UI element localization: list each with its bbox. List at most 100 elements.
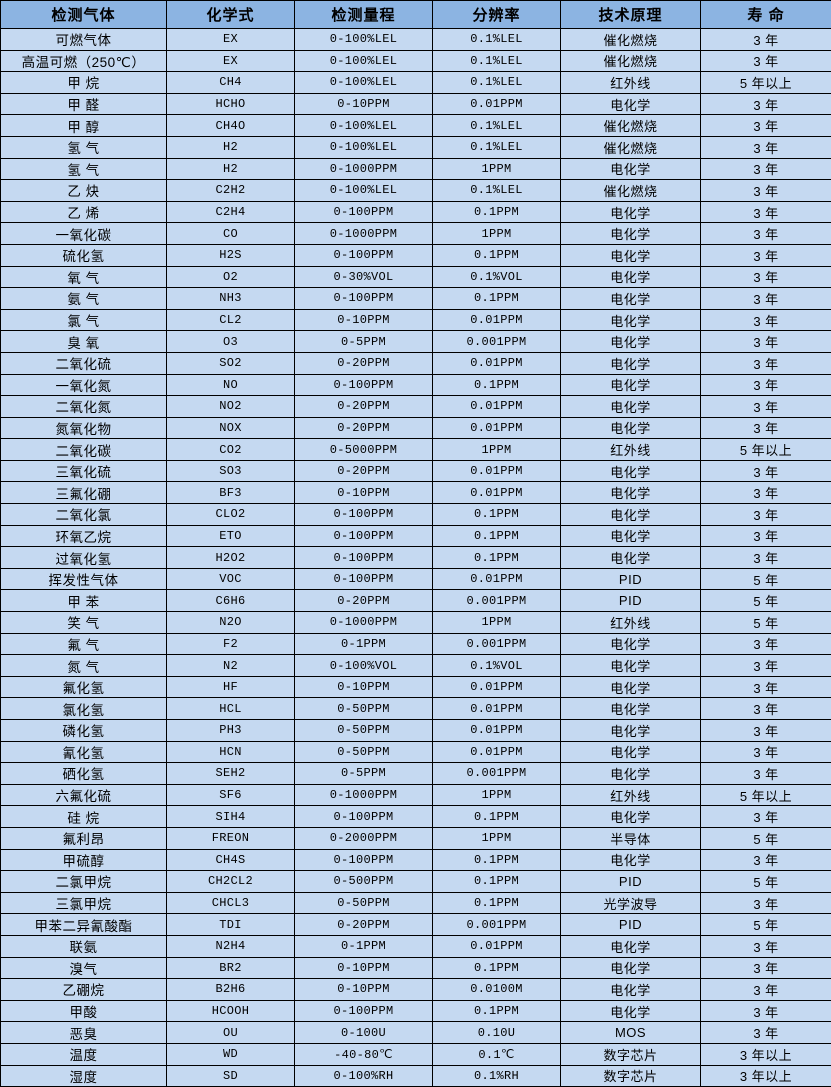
cell-range: 0-20PPM	[295, 460, 433, 482]
cell-res: 0.1PPM	[433, 1000, 561, 1022]
cell-formula: F2	[167, 633, 295, 655]
cell-res: 0.1PPM	[433, 525, 561, 547]
cell-life: 3 年	[701, 50, 831, 72]
cell-life: 3 年	[701, 288, 831, 310]
cell-res: 0.0100M	[433, 979, 561, 1001]
cell-res: 1PPM	[433, 784, 561, 806]
cell-tech: 数字芯片	[561, 1043, 701, 1065]
cell-range: 0-100PPM	[295, 547, 433, 569]
cell-formula: CH2CL2	[167, 871, 295, 893]
cell-tech: 红外线	[561, 72, 701, 94]
cell-formula: PH3	[167, 720, 295, 742]
cell-name: 氢 气	[1, 136, 167, 158]
cell-life: 3 年	[701, 935, 831, 957]
cell-res: 0.1PPM	[433, 201, 561, 223]
cell-res: 0.1PPM	[433, 806, 561, 828]
column-header-range: 检测量程	[295, 1, 433, 29]
cell-life: 3 年	[701, 201, 831, 223]
cell-range: 0-2000PPM	[295, 827, 433, 849]
cell-res: 0.1℃	[433, 1043, 561, 1065]
cell-formula: SF6	[167, 784, 295, 806]
cell-range: 0-20PPM	[295, 417, 433, 439]
cell-tech: 电化学	[561, 806, 701, 828]
cell-range: 0-100%VOL	[295, 655, 433, 677]
cell-formula: CO2	[167, 439, 295, 461]
cell-name: 二氧化硫	[1, 352, 167, 374]
cell-name: 环氧乙烷	[1, 525, 167, 547]
cell-res: 0.1PPM	[433, 957, 561, 979]
cell-tech: 电化学	[561, 460, 701, 482]
cell-res: 0.001PPM	[433, 590, 561, 612]
cell-res: 0.01PPM	[433, 352, 561, 374]
cell-tech: 电化学	[561, 676, 701, 698]
cell-range: 0-20PPM	[295, 590, 433, 612]
cell-res: 0.1%VOL	[433, 655, 561, 677]
cell-range: 0-5PPM	[295, 331, 433, 353]
cell-name: 二氯甲烷	[1, 871, 167, 893]
cell-tech: 红外线	[561, 612, 701, 634]
cell-formula: C6H6	[167, 590, 295, 612]
cell-res: 0.1PPM	[433, 504, 561, 526]
cell-range: 0-100PPM	[295, 288, 433, 310]
cell-range: 0-1000PPM	[295, 784, 433, 806]
cell-tech: 电化学	[561, 352, 701, 374]
cell-name: 三氟化硼	[1, 482, 167, 504]
cell-range: 0-1000PPM	[295, 223, 433, 245]
cell-range: 0-500PPM	[295, 871, 433, 893]
cell-tech: 电化学	[561, 266, 701, 288]
table-header: 检测气体化学式检测量程分辨率技术原理寿 命	[1, 1, 831, 29]
cell-formula: NH3	[167, 288, 295, 310]
cell-life: 3 年	[701, 244, 831, 266]
cell-formula: B2H6	[167, 979, 295, 1001]
cell-life: 3 年	[701, 180, 831, 202]
cell-formula: SEH2	[167, 763, 295, 785]
cell-tech: 电化学	[561, 417, 701, 439]
cell-formula: O3	[167, 331, 295, 353]
cell-life: 3 年	[701, 698, 831, 720]
cell-range: 0-100PPM	[295, 201, 433, 223]
cell-life: 3 年	[701, 957, 831, 979]
cell-range: 0-100PPM	[295, 504, 433, 526]
cell-formula: TDI	[167, 914, 295, 936]
cell-name: 联氨	[1, 935, 167, 957]
cell-formula: H2	[167, 158, 295, 180]
cell-tech: 电化学	[561, 849, 701, 871]
cell-res: 1PPM	[433, 223, 561, 245]
cell-res: 0.01PPM	[433, 676, 561, 698]
cell-name: 氢 气	[1, 158, 167, 180]
cell-range: 0-1PPM	[295, 633, 433, 655]
cell-tech: 催化燃烧	[561, 180, 701, 202]
cell-formula: H2	[167, 136, 295, 158]
cell-range: 0-100%LEL	[295, 115, 433, 137]
cell-res: 1PPM	[433, 158, 561, 180]
cell-name: 湿度	[1, 1065, 167, 1087]
cell-range: 0-20PPM	[295, 396, 433, 418]
cell-formula: NOX	[167, 417, 295, 439]
cell-name: 硒化氢	[1, 763, 167, 785]
cell-range: 0-50PPM	[295, 698, 433, 720]
cell-range: 0-100PPM	[295, 849, 433, 871]
cell-life: 3 年	[701, 763, 831, 785]
cell-res: 0.1%LEL	[433, 180, 561, 202]
cell-tech: 电化学	[561, 633, 701, 655]
cell-res: 0.01PPM	[433, 396, 561, 418]
cell-res: 0.1%VOL	[433, 266, 561, 288]
cell-name: 磷化氢	[1, 720, 167, 742]
cell-life: 3 年	[701, 158, 831, 180]
cell-life: 3 年	[701, 1000, 831, 1022]
cell-res: 0.01PPM	[433, 309, 561, 331]
cell-tech: 电化学	[561, 396, 701, 418]
cell-name: 高温可燃（250℃）	[1, 50, 167, 72]
cell-res: 0.01PPM	[433, 417, 561, 439]
column-header-res: 分辨率	[433, 1, 561, 29]
cell-range: 0-100U	[295, 1022, 433, 1044]
